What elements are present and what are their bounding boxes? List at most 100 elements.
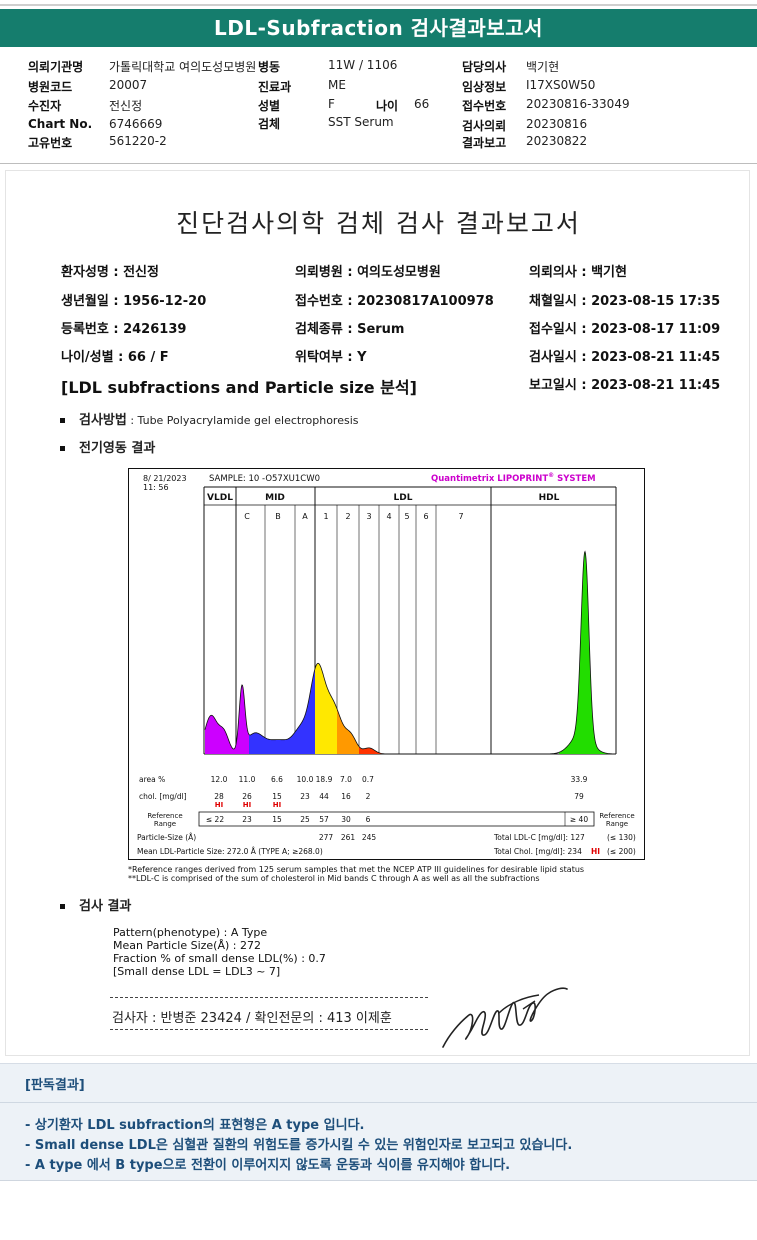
top-divider [0,4,757,6]
particle-size-value: 261 [341,833,356,842]
band-label: 5 [404,512,409,521]
chol-value: 23 [300,792,310,801]
info-label: 병동 [258,60,281,74]
total-chol-flag: HI [591,847,600,856]
hdl-area [559,551,615,754]
band-label: 1 [323,512,328,521]
report-field: 나이/성별 : 66 / F [61,350,169,365]
info-label: 나이 [376,99,399,113]
area-label: area % [139,775,165,784]
reference-box [198,811,595,827]
chol-value: 15 [272,792,282,801]
result-summary: Pattern(phenotype) : A Type Mean Particl… [113,926,326,978]
interpretation-line: - 상기환자 LDL subfraction의 표현형은 A type 입니다. [25,1118,365,1133]
reference-value: 6 [366,815,371,824]
info-value: 전신정 [109,99,143,113]
chart-footnotes: *Reference ranges derived from 125 serum… [128,865,584,883]
info-value: ME [328,78,346,92]
bullet-icon [60,418,65,423]
report-field: 생년월일 : 1956-12-20 [61,294,207,309]
info-label: 결과보고 [462,136,507,150]
chart-brand: Quantimetrix LIPOPRINT® SYSTEM [431,472,596,484]
report-field: 접수일시 : 2023-08-17 11:09 [529,322,721,337]
info-label: 진료과 [258,80,292,94]
particle-size-value: 277 [319,833,334,842]
chart-time: 11: 56 [143,483,169,492]
particle-size-value: 245 [362,833,377,842]
interpretation-title: [판독결과] [25,1078,85,1093]
report-field: 채혈일시 : 2023-08-15 17:35 [529,294,721,309]
hi-flag: HI [243,801,251,809]
area-value: 10.0 [297,775,314,784]
info-label: 접수번호 [462,99,507,113]
reference-label: Range [154,820,176,828]
page-title: LDL-Subfraction 검사결과보고서 [0,9,757,47]
report-field: 보고일시 : 2023-08-21 11:45 [529,378,721,393]
chol-value: 2 [366,792,371,801]
report-field: 등록번호 : 2426139 [61,322,187,337]
brand-name: Quantimetrix LIPOPRINT [431,474,548,484]
reference-value: 30 [341,815,351,824]
info-label: 성별 [258,99,281,113]
group-label: LDL [394,493,413,503]
info-label: 담당의사 [462,60,507,74]
chol-value: 26 [242,792,252,801]
area-value: 18.9 [316,775,333,784]
report-title: 진단검사의학 검체 검사 결과보고서 [176,209,581,238]
group-label: HDL [539,493,560,503]
info-value: 20230816-33049 [526,97,630,111]
total-ldl-ref: (≤ 130) [607,833,636,842]
hi-flag: HI [273,801,281,809]
method-label: 검사방법 [79,413,127,428]
report-field: 검사일시 : 2023-08-21 11:45 [529,350,721,365]
mean-ldl-size: Mean LDL-Particle Size: 272.0 Å (TYPE A;… [137,847,323,856]
info-divider [0,163,757,164]
panel-divider [0,1102,757,1103]
brand-suffix: SYSTEM [554,474,595,484]
reference-label: Range [606,820,628,828]
group-label: VLDL [207,493,233,503]
info-value: 가톨릭대학교 여의도성모병원 [109,60,257,74]
chol-value: 44 [319,792,329,801]
hi-flag: HI [215,801,223,809]
interpretation-panel: [판독결과] - 상기환자 LDL subfraction의 표현형은 A ty… [0,1063,757,1181]
band-label: 4 [386,512,391,521]
chart-sample: SAMPLE: 10 -O57XU1CW0 [209,474,320,484]
report-field: 접수번호 : 20230817A100978 [295,294,494,309]
electro-label: 전기영동 결과 [79,441,156,456]
total-chol: Total Chol. [mg/dl]: 234 [493,847,582,856]
band-label: B [275,512,281,521]
reference-value: ≤ 22 [206,815,224,824]
info-value: 66 [414,97,430,111]
result-text: [Small dense LDL = LDL3 ~ 7] [113,965,281,978]
dashed-divider [110,997,428,998]
info-value: 20230816 [526,117,588,131]
info-label: Chart No. [28,117,93,131]
reference-label: Reference [147,812,182,820]
result-label: 검사 결과 [79,899,132,914]
area-value: 0.7 [362,775,374,784]
lipoprint-chart: 8/ 21/2023 11: 56 SAMPLE: 10 -O57XU1CW0 … [128,468,645,860]
profile-outline [429,550,615,755]
info-label: 병원코드 [28,80,73,94]
footnote: *Reference ranges derived from 125 serum… [128,865,585,874]
reference-label: Reference [599,812,634,820]
band-label: A [302,512,308,521]
bullet-icon [60,904,65,909]
info-label: 의뢰기관명 [28,60,84,74]
info-label: 수진자 [28,99,62,113]
electro-line: 전기영동 결과 [60,437,155,456]
info-label: 검사의뢰 [462,119,507,133]
footnote: **LDL-C is comprised of the sum of chole… [128,874,540,883]
band-label: 7 [458,512,463,521]
result-text: Fraction % of small dense LDL(%) : 0.7 [113,952,326,965]
vldl-area [205,715,236,754]
analysis-section-title: [LDL subfractions and Particle size 분석] [61,378,417,397]
report-field: 의뢰의사 : 백기현 [529,265,627,280]
info-value: 6746669 [109,117,163,131]
chol-value: 79 [574,792,584,801]
report-field: 위탁여부 : Y [295,350,367,365]
group-label: MID [265,493,285,503]
info-value: 20007 [109,78,148,92]
reference-value: 25 [300,815,310,824]
